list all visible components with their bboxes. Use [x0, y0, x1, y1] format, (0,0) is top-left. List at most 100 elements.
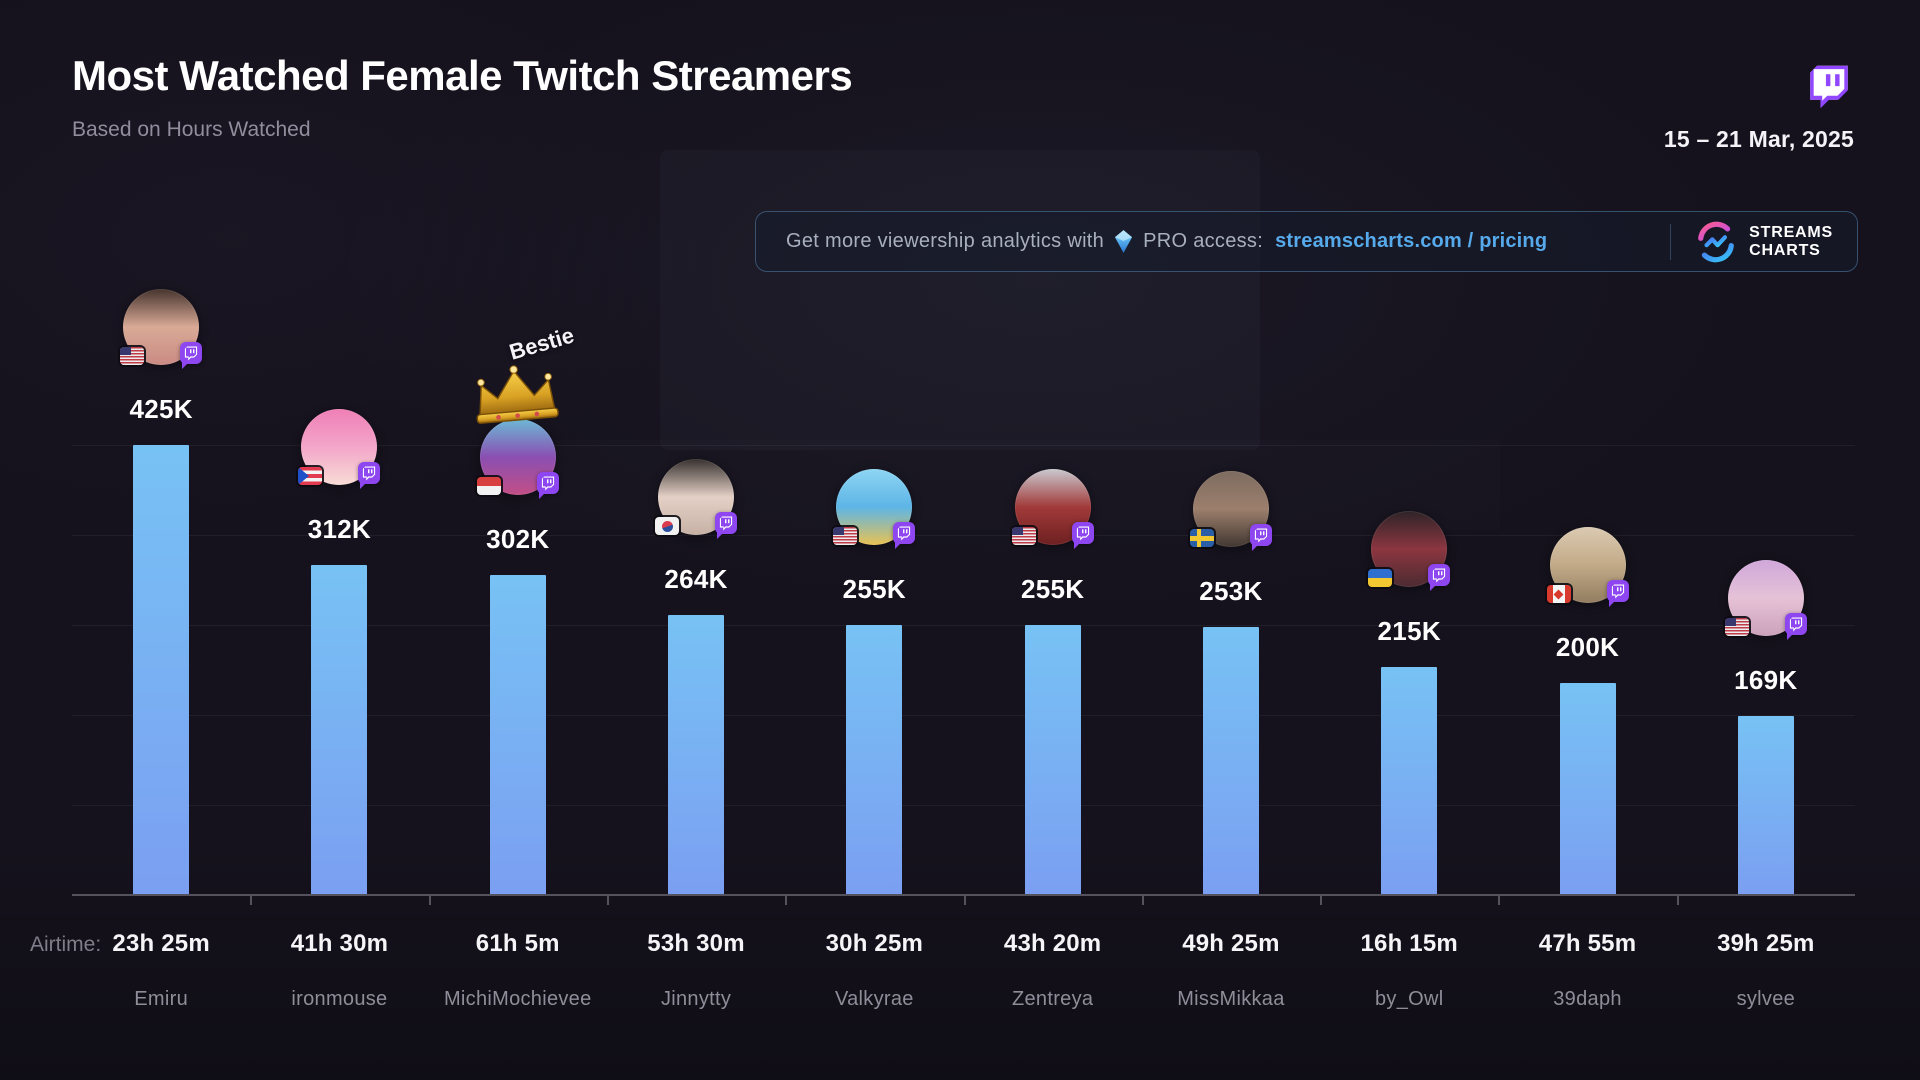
- value-label-sylvee: 169K: [1734, 665, 1798, 695]
- ca-flag-icon: [1546, 585, 1571, 603]
- chart-column-sylvee: 169K: [1677, 0, 1855, 895]
- axis-tick: [606, 896, 609, 905]
- streamscharts-wordmark-bottom: CHARTS: [1749, 241, 1821, 259]
- bar-sylvee: [1737, 716, 1794, 895]
- bar-by_Owl: [1381, 667, 1438, 895]
- airtime-value-ironmouse: 41h 30m: [290, 930, 389, 957]
- twitch-badge-icon: [536, 472, 559, 499]
- promo-pro-text: PRO access:: [1143, 230, 1264, 252]
- header: Most Watched Female Twitch Streamers Bas…: [72, 52, 853, 142]
- gridline: [72, 805, 1855, 806]
- page-title: Most Watched Female Twitch Streamers: [72, 52, 853, 99]
- bar-MissMikkaa: [1202, 627, 1259, 895]
- value-label-ironmouse: 312K: [307, 514, 372, 544]
- axis-tick: [785, 896, 788, 905]
- streamer-name-sylvee: sylvee: [1736, 988, 1796, 1010]
- us-flag-icon: [1011, 527, 1036, 545]
- twitch-badge-icon: [893, 522, 916, 549]
- bar-Emiru: [133, 445, 190, 895]
- streamscharts-wordmark-top: STREAMS: [1749, 223, 1833, 241]
- streamscharts-wordmark: STREAMS CHARTS: [1749, 224, 1833, 260]
- chart-column-Emiru: 425K: [72, 0, 250, 895]
- value-label-39daph: 200K: [1555, 632, 1620, 662]
- bar-chart: 425K 312K Bestie 302K 264K 255K 255K 253K 215K 20…: [30, 0, 1855, 1080]
- twitch-badge-icon: [1071, 522, 1094, 549]
- chart-column-39daph: 200K: [1498, 0, 1676, 895]
- avatar-wrap-MissMikkaa: [1189, 471, 1272, 551]
- bar-Jinnytty: [668, 615, 725, 895]
- promo-text: Get more viewership analytics with: [786, 230, 1105, 252]
- airtime-value-Zentreya: 43h 20m: [1003, 930, 1102, 957]
- streamer-name-Jinnytty: Jinnytty: [660, 988, 732, 1010]
- axis-tick: [1141, 896, 1144, 905]
- value-label-Zentreya: 255K: [1020, 574, 1085, 604]
- chart-column-MissMikkaa: 253K: [1142, 0, 1320, 895]
- us-flag-icon: [1724, 618, 1749, 636]
- streamer-name-ironmouse: ironmouse: [291, 988, 388, 1010]
- id-flag-icon: [476, 477, 501, 495]
- bar-MichiMochievee: [489, 575, 546, 895]
- twitch-badge-icon: [715, 512, 738, 539]
- us-flag-icon: [833, 527, 858, 545]
- airtime-value-Valkyrae: 30h 25m: [825, 930, 924, 957]
- airtime-value-39daph: 47h 55m: [1538, 930, 1637, 957]
- x-axis: [72, 894, 1855, 896]
- twitch-badge-icon: [358, 462, 381, 489]
- pricing-link[interactable]: streamscharts.com / pricing: [1275, 230, 1548, 252]
- streamer-name-Zentreya: Zentreya: [1011, 988, 1094, 1010]
- value-label-MissMikkaa: 253K: [1199, 576, 1263, 606]
- chart-column-Valkyrae: 255K: [785, 0, 963, 895]
- page-subtitle: Based on Hours Watched: [72, 118, 311, 141]
- axis-tick: [963, 896, 966, 905]
- chart-column-MichiMochievee: Bestie 302K: [429, 0, 607, 895]
- us-flag-icon: [120, 347, 145, 365]
- value-label-by_Owl: 215K: [1377, 616, 1441, 646]
- avatar-wrap-by_Owl: [1368, 511, 1451, 591]
- airtime-row: 23h 25m 41h 30m 61h 5m 53h 30m 30h 25m 43h 20…: [72, 930, 1855, 958]
- kr-flag-icon: [655, 517, 680, 535]
- avatar-wrap-Emiru: [120, 289, 203, 369]
- streamer-name-by_Owl: by_Owl: [1374, 988, 1444, 1010]
- axis-tick: [1498, 896, 1501, 905]
- pro-diamond-icon: [1114, 229, 1133, 254]
- axis-tick: [250, 896, 253, 905]
- avatar-wrap-Jinnytty: [655, 459, 738, 539]
- ua-flag-icon: [1368, 569, 1393, 587]
- twitch-logo-icon: [1808, 64, 1850, 110]
- axis-tick: [428, 896, 431, 905]
- pr-flag-icon: [298, 467, 323, 485]
- value-label-Valkyrae: 255K: [842, 574, 907, 604]
- avatar-wrap-Valkyrae: [833, 469, 916, 549]
- promo-divider: [1670, 223, 1672, 260]
- streamer-name-Emiru: Emiru: [134, 988, 189, 1010]
- axis-tick: [1676, 896, 1679, 905]
- airtime-label: Airtime:: [30, 933, 102, 956]
- chart-column-Zentreya: 255K: [963, 0, 1141, 895]
- value-label-Jinnytty: 264K: [664, 564, 728, 594]
- date-range: 15 – 21 Mar, 2025: [1663, 126, 1854, 152]
- avatar-wrap-39daph: [1546, 527, 1629, 607]
- twitch-badge-icon: [1606, 580, 1629, 607]
- twitch-badge-icon: [180, 342, 203, 369]
- airtime-value-Jinnytty: 53h 30m: [647, 930, 745, 957]
- se-flag-icon: [1189, 529, 1214, 547]
- gridline: [72, 625, 1855, 626]
- avatar-wrap-sylvee: [1724, 560, 1807, 640]
- streamscharts-logo-icon: [1695, 221, 1737, 263]
- annotation-bestie: Bestie: [506, 322, 577, 365]
- value-label-Emiru: 425K: [129, 394, 193, 424]
- streamer-name-MichiMochievee: MichiMochievee: [443, 988, 592, 1010]
- gridline: [72, 445, 1855, 446]
- chart-column-by_Owl: 215K: [1320, 0, 1498, 895]
- avatar-wrap-ironmouse: [298, 409, 381, 489]
- bar-ironmouse: [311, 565, 368, 895]
- airtime-value-MichiMochievee: 61h 5m: [475, 930, 560, 957]
- value-label-MichiMochievee: 302K: [486, 524, 550, 554]
- twitch-badge-icon: [1784, 613, 1807, 640]
- axis-tick: [1320, 896, 1323, 905]
- avatar-wrap-Zentreya: [1011, 469, 1094, 549]
- airtime-value-Emiru: 23h 25m: [112, 930, 210, 957]
- bar-Valkyrae: [846, 625, 903, 895]
- gridline: [72, 715, 1855, 716]
